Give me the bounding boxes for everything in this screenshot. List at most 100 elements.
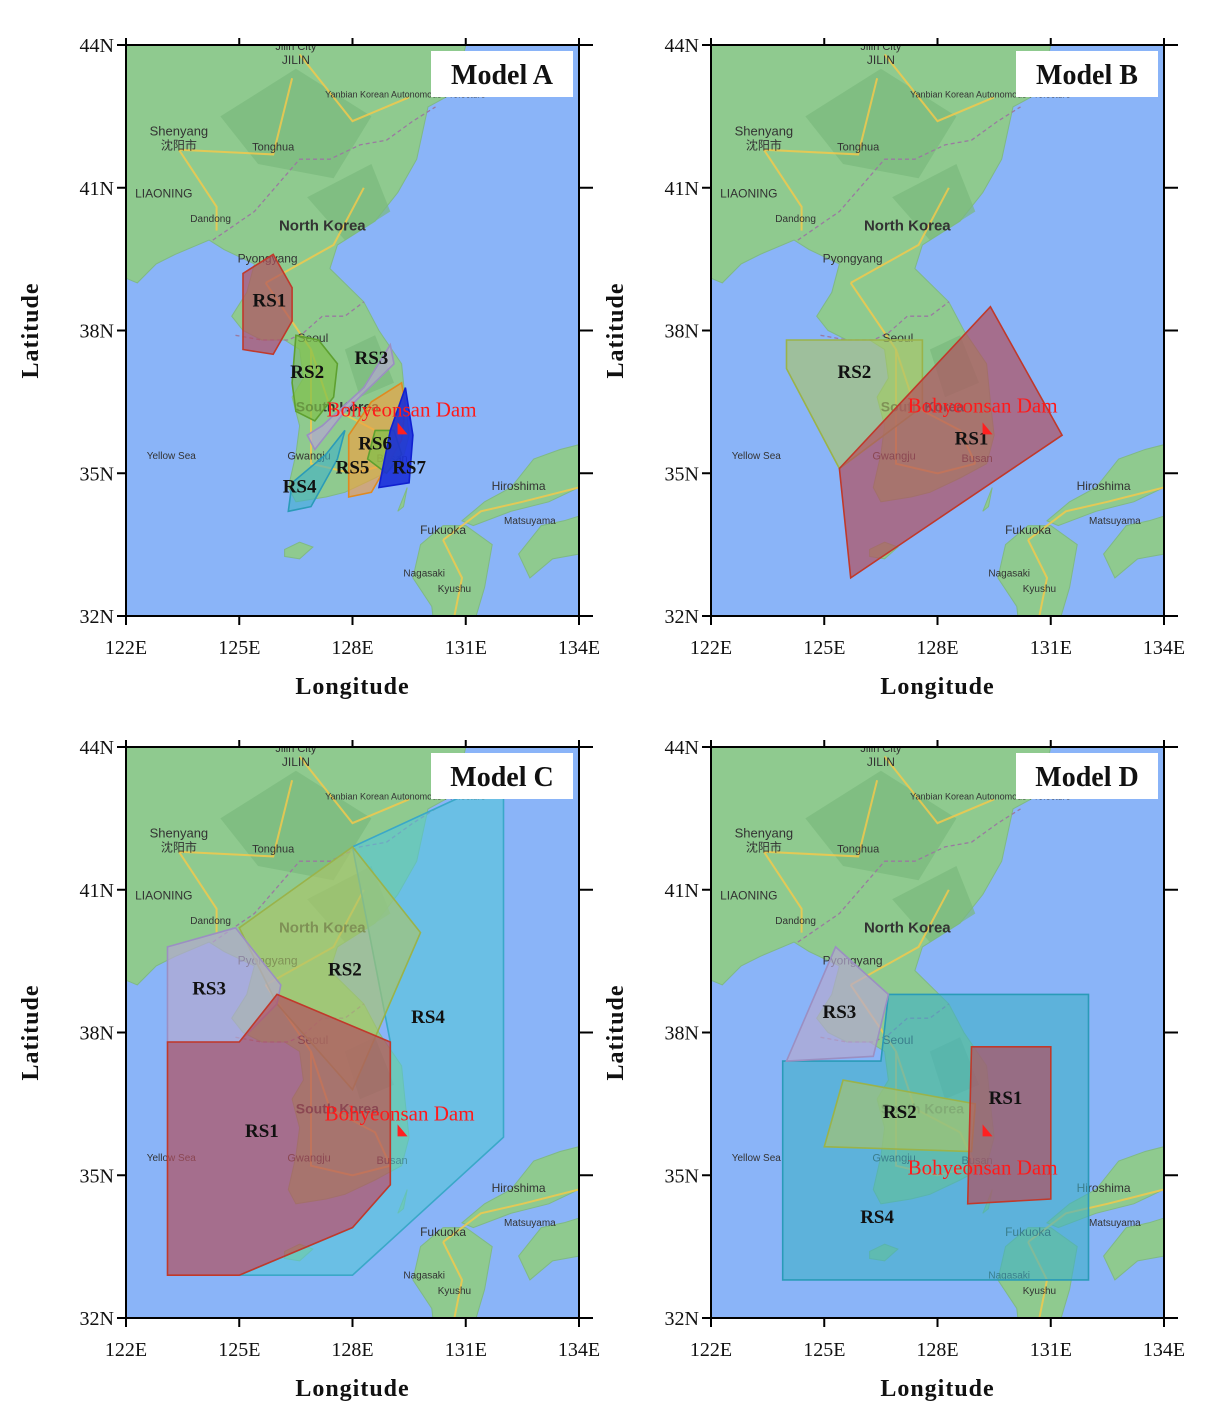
x-tick-label: 122E <box>690 1339 732 1361</box>
region-label-rs1: RS1 <box>989 1088 1023 1109</box>
map-label-hiroshima: Hiroshima <box>1077 1181 1131 1195</box>
map-label-nagasaki: Nagasaki <box>403 1270 445 1281</box>
x-tick-label: 125E <box>218 637 260 659</box>
region-label-rs2: RS2 <box>838 362 872 383</box>
dam-marker-icon <box>982 1124 993 1137</box>
land-mass <box>518 515 579 579</box>
road-line <box>178 149 218 231</box>
y-tick-label: 38N <box>665 1023 699 1045</box>
x-tick-label: 122E <box>690 637 732 659</box>
map-label-hiroshima: Hiroshima <box>492 479 546 493</box>
x-tick-label: 131E <box>445 1339 487 1361</box>
model-title-box <box>431 753 573 799</box>
land-mass <box>997 525 1078 616</box>
map-label-jilin-city: Jilin City <box>275 41 316 53</box>
region-label-rs1: RS1 <box>253 291 287 312</box>
dam-marker-icon <box>982 422 993 435</box>
land-mass <box>397 487 408 512</box>
model-title-box <box>1016 753 1158 799</box>
region-label-rs4: RS4 <box>411 1007 445 1028</box>
map-label-tonghua: Tonghua <box>837 141 880 153</box>
region-label-rs1: RS1 <box>955 429 989 450</box>
y-tick-label: 41N <box>80 178 114 200</box>
x-axis-title: Longitude <box>880 1376 994 1402</box>
map-label-jilin-city: Jilin City <box>275 743 316 755</box>
map-label-shenyang: Shenyang <box>150 124 209 139</box>
x-tick-label: 134E <box>1143 1339 1185 1361</box>
land-mass <box>1103 1217 1164 1281</box>
road-line <box>1027 486 1164 541</box>
region-label-rs3: RS3 <box>192 978 226 999</box>
region-rs3 <box>785 945 890 1062</box>
y-tick-label: 35N <box>665 463 699 485</box>
region-rs1 <box>166 993 392 1276</box>
land-mass <box>461 1146 579 1229</box>
map-label-liaoning: LIAONING <box>720 888 777 902</box>
x-tick-label: 131E <box>445 637 487 659</box>
road-line <box>178 851 218 933</box>
map-label-shenyang-cn: 沈阳市 <box>161 138 197 153</box>
y-tick-label: 44N <box>665 737 699 759</box>
y-tick-label: 32N <box>665 1308 699 1330</box>
y-axis-title: Latitude <box>18 984 44 1080</box>
map-label-shenyang: Shenyang <box>150 826 209 841</box>
dam-marker-icon <box>397 1124 408 1137</box>
x-axis-title: Longitude <box>295 674 409 700</box>
map-label-liaoning: LIAONING <box>135 888 192 902</box>
x-tick-label: 128E <box>331 637 373 659</box>
road-line <box>763 78 879 156</box>
map-label-jilin-city: Jilin City <box>860 743 901 755</box>
land-mass <box>412 1227 493 1318</box>
map-label-hiroshima: Hiroshima <box>1077 479 1131 493</box>
map-label-jilin-city: Jilin City <box>860 41 901 53</box>
map-label-dandong: Dandong <box>775 916 816 927</box>
map-label-jilin: JILIN <box>282 755 310 769</box>
x-tick-label: 134E <box>558 637 600 659</box>
road-line <box>763 780 879 858</box>
land-mass <box>461 444 579 527</box>
map-label-shenyang-cn: 沈阳市 <box>161 840 197 855</box>
region-label-rs2: RS2 <box>290 362 324 383</box>
dam-label: Bohyeonsan Dam <box>908 1155 1058 1179</box>
road-line <box>850 889 950 986</box>
y-tick-label: 32N <box>80 606 114 628</box>
road-line <box>178 78 294 156</box>
terrain-patch <box>344 335 394 398</box>
land-mass <box>982 487 993 512</box>
land-mass <box>412 525 493 616</box>
map-label-shenyang: Shenyang <box>735 826 794 841</box>
map-label-matsuyama: Matsuyama <box>1089 1218 1141 1229</box>
region-label-rs7: RS7 <box>392 457 426 478</box>
map-label-fukuoka: Fukuoka <box>420 523 466 537</box>
region-label-rs1: RS1 <box>245 1121 279 1142</box>
model-title-box <box>431 51 573 97</box>
x-tick-label: 128E <box>916 637 958 659</box>
map-label-tonghua: Tonghua <box>252 843 295 855</box>
y-tick-label: 32N <box>665 606 699 628</box>
land-mass <box>1103 515 1164 579</box>
road-line <box>265 187 365 284</box>
map-label-tonghua: Tonghua <box>252 141 295 153</box>
road-line <box>763 851 803 933</box>
road-line <box>883 53 995 123</box>
y-axis-title: Latitude <box>603 282 629 378</box>
map-label-dandong: Dandong <box>190 916 231 927</box>
model-title: Model A <box>451 60 554 91</box>
y-axis-title: Latitude <box>603 984 629 1080</box>
map-label-north-korea: North Korea <box>279 218 366 235</box>
y-axis-title: Latitude <box>18 282 44 378</box>
region-rs2 <box>291 334 339 422</box>
map-label-north-korea: North Korea <box>864 218 951 235</box>
x-tick-label: 125E <box>803 1339 845 1361</box>
model-title: Model B <box>1036 60 1138 91</box>
road-line <box>298 755 410 825</box>
y-tick-label: 44N <box>80 737 114 759</box>
map-label-yellow-sea: Yellow Sea <box>732 1153 782 1164</box>
x-tick-label: 128E <box>916 1339 958 1361</box>
